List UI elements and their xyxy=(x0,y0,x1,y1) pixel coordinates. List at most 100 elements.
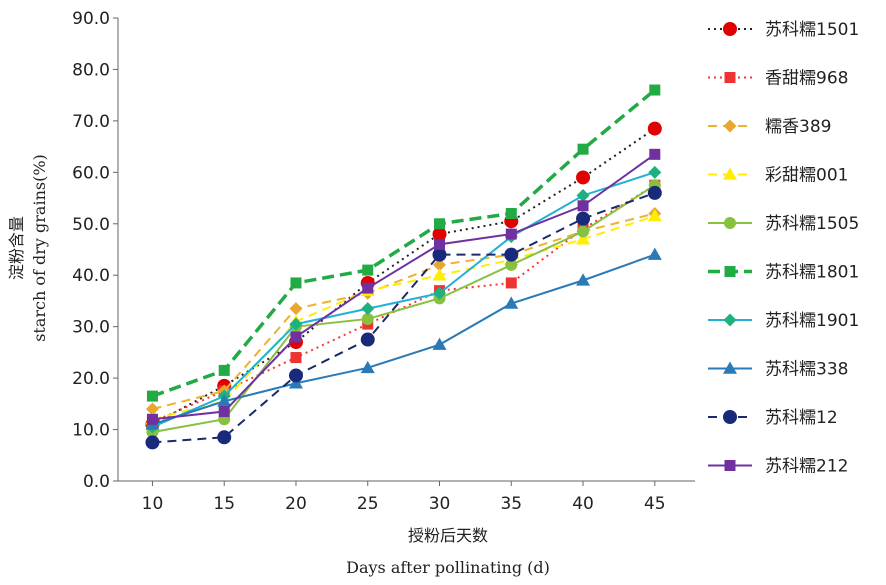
legend-marker xyxy=(724,72,736,83)
data-point xyxy=(505,228,517,240)
data-point xyxy=(290,277,302,289)
series-layer xyxy=(145,84,662,450)
legend-marker xyxy=(723,410,737,424)
series-9 xyxy=(145,185,662,450)
y-tick-label: 10.0 xyxy=(72,421,110,441)
y-axis-label-en: starch of dry grains(%) xyxy=(30,154,49,342)
data-point xyxy=(577,200,589,212)
data-point xyxy=(434,218,446,230)
y-tick-label: 20.0 xyxy=(72,369,110,389)
legend-label: 苏科糯212 xyxy=(765,457,848,477)
data-point xyxy=(362,282,374,294)
data-point xyxy=(145,435,160,450)
legend-entry: 苏科糯12 xyxy=(708,408,838,428)
data-point xyxy=(290,331,302,343)
y-tick-label: 80.0 xyxy=(72,60,110,80)
y-tick-label: 50.0 xyxy=(72,215,110,235)
legend-marker xyxy=(723,119,737,133)
series-6 xyxy=(146,84,661,402)
data-point xyxy=(217,430,232,445)
data-point xyxy=(146,413,158,425)
legend: 苏科糯1501 香甜糯968 糯香389 彩甜糯001 苏科糯1505 苏科糯1801 苏科… xyxy=(708,20,859,477)
data-point xyxy=(432,268,447,281)
data-point xyxy=(576,188,590,202)
legend-label: 苏科糯1501 xyxy=(765,20,859,40)
series-line xyxy=(151,127,656,426)
data-point xyxy=(647,209,662,222)
legend-entry: 苏科糯1501 xyxy=(708,20,859,40)
legend-entry: 香甜糯968 xyxy=(708,69,848,89)
x-tick-label: 40 xyxy=(572,494,594,514)
legend-label: 苏科糯12 xyxy=(765,408,838,428)
legend-label: 香甜糯968 xyxy=(765,69,848,89)
data-point xyxy=(505,207,517,219)
data-point xyxy=(576,273,591,286)
y-tick-label: 90.0 xyxy=(72,9,110,29)
data-point xyxy=(362,264,374,276)
y-tick-label: 40.0 xyxy=(72,266,110,286)
data-point xyxy=(649,148,661,160)
legend-entry: 彩甜糯001 xyxy=(708,166,848,186)
y-tick-label: 60.0 xyxy=(72,163,110,183)
series-line xyxy=(152,171,656,428)
legend-entry: 糯香389 xyxy=(708,117,831,137)
data-point xyxy=(504,247,519,262)
data-point xyxy=(576,232,591,245)
x-tick-label: 25 xyxy=(357,494,379,514)
x-tick-label: 30 xyxy=(429,494,451,514)
data-point xyxy=(647,247,662,260)
legend-marker xyxy=(723,313,737,327)
data-point xyxy=(218,406,230,418)
series-line xyxy=(152,184,656,434)
data-point xyxy=(505,277,517,289)
series-line xyxy=(152,212,656,410)
y-tick-label: 70.0 xyxy=(72,112,110,132)
data-point xyxy=(290,352,302,364)
legend-entry: 苏科糯212 xyxy=(708,457,848,477)
data-point xyxy=(648,165,662,179)
legend-label: 苏科糯338 xyxy=(765,360,848,380)
legend-entry: 苏科糯1901 xyxy=(708,311,859,331)
series-10 xyxy=(146,148,661,425)
legend-entry: 苏科糯1801 xyxy=(708,263,859,283)
data-point xyxy=(289,317,303,331)
x-tick-label: 20 xyxy=(285,494,307,514)
data-point xyxy=(289,302,303,316)
y-axis-label-cn: 淀粉含量 xyxy=(7,216,26,280)
data-point xyxy=(145,402,159,416)
data-point xyxy=(432,247,447,262)
series-line xyxy=(152,153,656,421)
legend-marker xyxy=(724,266,736,277)
legend-marker xyxy=(724,460,736,471)
x-axis-label-en: Days after pollinating (d) xyxy=(346,558,550,577)
legend-marker xyxy=(723,167,737,180)
data-point xyxy=(576,170,591,185)
x-tick-label: 10 xyxy=(142,494,164,514)
data-point xyxy=(432,337,447,350)
data-point xyxy=(361,302,375,316)
data-point xyxy=(288,368,303,383)
y-tick-label: 30.0 xyxy=(72,318,110,338)
legend-entry: 苏科糯338 xyxy=(708,360,848,380)
legend-label: 彩甜糯001 xyxy=(765,166,848,186)
x-tick-label: 35 xyxy=(500,494,522,514)
data-point xyxy=(647,121,662,136)
data-point xyxy=(649,84,661,96)
x-tick-label: 45 xyxy=(644,494,666,514)
data-point xyxy=(433,286,447,300)
series-line xyxy=(152,191,656,444)
series-line xyxy=(152,215,656,421)
data-point xyxy=(217,394,232,407)
legend-label: 苏科糯1801 xyxy=(765,263,859,283)
data-point xyxy=(504,296,519,309)
data-point xyxy=(505,258,518,271)
series-line xyxy=(151,88,656,398)
series-8 xyxy=(145,247,662,430)
legend-marker xyxy=(723,361,737,374)
legend-entry: 苏科糯1505 xyxy=(708,214,859,234)
data-point xyxy=(146,390,158,402)
legend-marker xyxy=(724,217,736,229)
data-point xyxy=(577,143,589,155)
data-point xyxy=(360,360,375,374)
